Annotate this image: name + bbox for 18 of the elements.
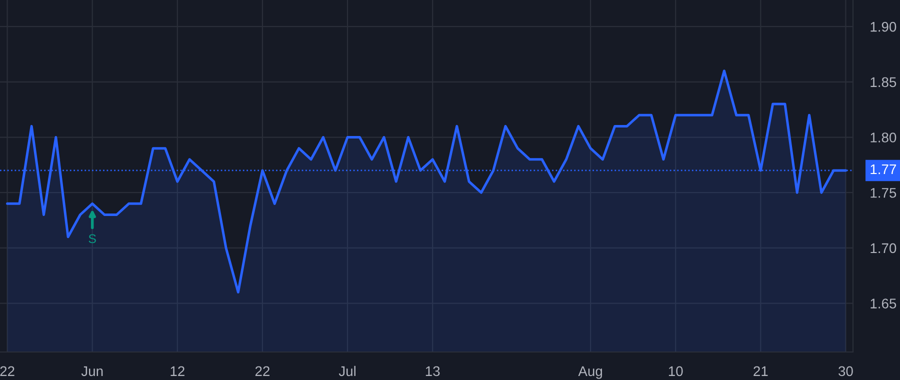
x-tick-label: Jun [81,366,103,376]
y-tick-label: 1.75 [870,188,896,198]
x-tick-label: 12 [170,366,184,376]
x-tick-label: Jul [338,366,356,376]
x-tick-label: 21 [754,366,768,376]
y-tick-label: 1.80 [870,132,896,142]
ref-line-label: 1.77 [870,164,896,174]
x-tick-label: 22 [0,366,14,376]
annotation: S [88,234,96,244]
x-tick-label: Aug [578,366,602,379]
x-tick-label: 22 [255,366,270,376]
x-tick-label: 10 [668,366,683,376]
x-tick-label: 13 [426,366,440,376]
y-tick-label: 1.65 [870,298,896,308]
y-tick-label: 1.85 [870,77,896,88]
y-tick-label: 1.70 [870,243,896,254]
x-tick-label: 30 [838,366,853,376]
y-tick-label: 1.90 [870,22,896,32]
